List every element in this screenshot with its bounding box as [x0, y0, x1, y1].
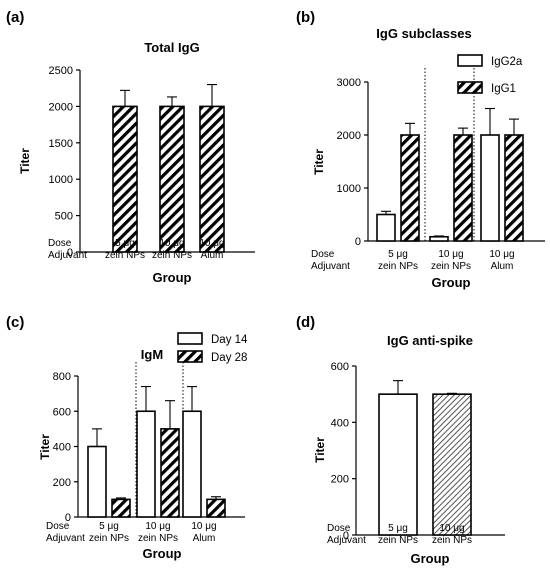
y-tick-label: 600 [53, 406, 71, 418]
y-tick-label: 0 [67, 247, 73, 259]
category-dose-label: 10 μg [159, 238, 184, 249]
panel-a: (a) Total IgG 0 500 1000 1500 2000 2500 Titer Dos… [6, 9, 255, 285]
chart-title: Total IgG [144, 40, 199, 55]
legend-swatch [457, 54, 483, 67]
category-dose-label: 5 μg [388, 249, 408, 260]
category-adjuvant-label: Alum [193, 533, 216, 544]
row-label-adjuvant: Adjuvant [46, 533, 85, 544]
category-adjuvant-label: zein NPs [105, 250, 145, 261]
category-adjuvant-label: zein NPs [431, 261, 471, 272]
y-tick-label: 1500 [49, 138, 73, 150]
chart-title: IgG anti-spike [387, 333, 473, 348]
y-axis-label: Titer [18, 148, 32, 174]
bar [378, 393, 418, 536]
legend-label: Day 14 [211, 334, 248, 346]
y-axis-label: Titer [38, 434, 52, 460]
panel-label: (d) [296, 314, 315, 331]
y-tick-label: 200 [331, 474, 349, 486]
category-dose-label: 10 μg [439, 523, 464, 534]
x-axis-label: Group [411, 551, 450, 566]
category-dose-label: 5 μg [388, 523, 408, 534]
category-adjuvant-label: zein NPs [152, 250, 192, 261]
row-label-dose: Dose [48, 238, 72, 249]
category-adjuvant-label: zein NPs [432, 535, 472, 546]
y-axis-label: Titer [312, 149, 326, 175]
row-label-dose: Dose [327, 523, 351, 534]
panel-b: (b)IgG subclasses0100020003000TiterDoseA… [296, 9, 545, 290]
bar [136, 410, 156, 518]
legend-label: IgG1 [491, 83, 516, 95]
category-dose-label: 5 μg [99, 521, 119, 532]
category-adjuvant-label: zein NPs [378, 261, 418, 272]
chart-title: IgM [141, 347, 163, 362]
y-tick-label: 2500 [49, 65, 73, 77]
legend-swatch [457, 81, 483, 94]
bar [111, 498, 131, 518]
category-adjuvant-label: zein NPs [378, 535, 418, 546]
x-axis-label: Group [432, 275, 471, 290]
y-axis-label: Titer [313, 437, 327, 463]
panel-label: (c) [6, 314, 24, 331]
bar [432, 393, 472, 536]
chart-title: IgG subclasses [376, 26, 471, 41]
category-adjuvant-label: zein NPs [138, 533, 178, 544]
y-tick-label: 3000 [337, 77, 361, 89]
category-dose-label: 10 μg [145, 521, 170, 532]
bar [199, 105, 225, 253]
bar [206, 498, 226, 518]
bar [160, 428, 180, 518]
y-tick-label: 1000 [337, 183, 361, 195]
y-tick-label: 2000 [49, 101, 73, 113]
y-tick-label: 400 [331, 417, 349, 429]
bar [182, 410, 202, 518]
y-tick-label: 0 [65, 512, 71, 524]
category-adjuvant-label: Alum [491, 261, 514, 272]
bar [112, 105, 138, 253]
y-tick-label: 800 [53, 371, 71, 383]
y-tick-label: 1000 [49, 174, 73, 186]
category-adjuvant-label: Alum [201, 250, 224, 261]
row-label-adjuvant: Adjuvant [48, 250, 87, 261]
legend-swatch [177, 332, 203, 345]
legend-swatch [177, 350, 203, 363]
y-tick-label: 0 [343, 530, 349, 542]
y-tick-label: 400 [53, 442, 71, 454]
bar [429, 235, 449, 242]
bar [159, 105, 185, 253]
legend-label: IgG2a [491, 56, 523, 68]
y-tick-label: 600 [331, 361, 349, 373]
category-dose-label: 10 μg [191, 521, 216, 532]
bar [504, 134, 524, 242]
bar [453, 134, 473, 242]
category-dose-label: 10 μg [489, 249, 514, 260]
bar [376, 213, 396, 242]
y-tick-label: 0 [355, 236, 361, 248]
x-axis-label: Group [143, 546, 182, 561]
row-label-adjuvant: Adjuvant [327, 535, 366, 546]
category-dose-label: 10 μg [438, 249, 463, 260]
y-tick-label: 2000 [337, 130, 361, 142]
category-adjuvant-label: zein NPs [89, 533, 129, 544]
category-dose-label: 10 μg [199, 238, 224, 249]
bar [400, 134, 420, 242]
row-label-dose: Dose [46, 521, 70, 532]
category-dose-label: 5 μg [115, 238, 135, 249]
x-axis-label: Group [153, 270, 192, 285]
bar [480, 134, 500, 242]
panel-label: (a) [6, 9, 24, 26]
y-tick-label: 500 [55, 211, 73, 223]
row-label-adjuvant: Adjuvant [311, 261, 350, 272]
panel-d: (d) IgG anti-spike 0 200 400 600 Titer DoseAdju… [296, 314, 505, 566]
row-label-dose: Dose [311, 249, 335, 260]
panel-label: (b) [296, 9, 315, 26]
y-tick-label: 200 [53, 477, 71, 489]
legend-label: Day 28 [211, 352, 247, 364]
bar [87, 445, 107, 518]
